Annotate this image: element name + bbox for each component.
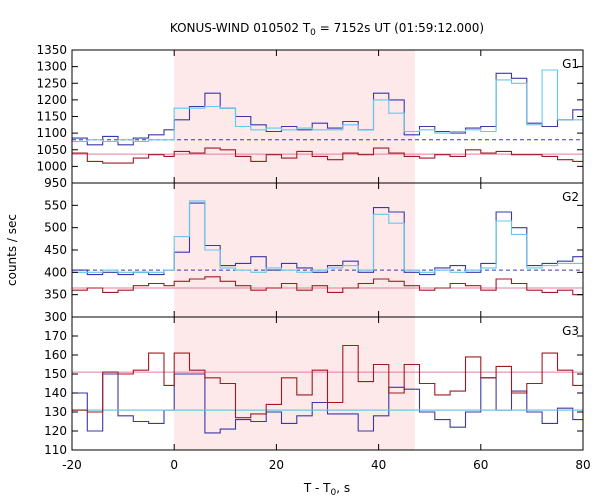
panel-g3: 110 120 130 140 150 160 170 G3 <box>44 316 584 457</box>
y-tick-label: 1000 <box>36 159 67 173</box>
y-tick-label: 500 <box>44 221 67 235</box>
y-tick-label: 1350 <box>36 43 67 57</box>
y-tick-label: 1150 <box>36 110 67 124</box>
x-tick-label: 40 <box>371 458 386 472</box>
y-tick-label: 130 <box>44 405 67 419</box>
highlight-interval <box>174 50 415 183</box>
x-tick-label: 0 <box>170 458 178 472</box>
panel-g2: 300 350 400 450 500 550 G2 <box>44 182 584 324</box>
y-tick-label: 350 <box>44 288 67 302</box>
highlight-interval <box>174 317 415 450</box>
y-tick-label: 300 <box>44 310 67 324</box>
y-tick-label: 1250 <box>36 76 67 90</box>
y-tick-label: 160 <box>44 348 67 362</box>
panel-g1: 950 1000 1050 1100 1150 1200 1250 1300 1350 G1 <box>36 43 584 190</box>
panel-label: G3 <box>562 324 579 338</box>
y-tick-label: 140 <box>44 386 67 400</box>
x-tick-label: 80 <box>575 458 590 472</box>
y-tick-label: 450 <box>44 243 67 257</box>
y-tick-label: 1300 <box>36 60 67 74</box>
y-tick-label: 110 <box>44 443 67 457</box>
x-axis-label: T - T0, s <box>303 481 350 498</box>
y-tick-label: 1050 <box>36 143 67 157</box>
x-tick-label: 20 <box>269 458 284 472</box>
chart-title: KONUS-WIND 010502 T0 = 7152s UT (01:59:1… <box>170 21 484 38</box>
y-tick-label: 400 <box>44 265 67 279</box>
y-tick-label: 1200 <box>36 93 67 107</box>
y-axis-label: counts / sec <box>5 214 19 286</box>
plot-area: 95010001050110011501200125013001350G1300… <box>36 43 590 472</box>
y-tick-label: 550 <box>44 198 67 212</box>
series-step-red <box>72 276 583 296</box>
x-tick-label: -20 <box>62 458 82 472</box>
series-step-red <box>72 147 583 164</box>
series-step-red <box>72 344 583 419</box>
y-tick-label: 170 <box>44 329 67 343</box>
panel-frame <box>71 316 584 451</box>
y-tick-label: 120 <box>44 424 67 438</box>
panel-label: G2 <box>562 190 579 204</box>
y-tick-label: 1100 <box>36 126 67 140</box>
x-tick-label: 60 <box>473 458 488 472</box>
series-step-cyan <box>72 69 583 142</box>
series-step-cyan <box>72 200 583 273</box>
y-tick-label: 950 <box>44 176 67 190</box>
y-tick-label: 150 <box>44 367 67 381</box>
panel-label: G1 <box>562 57 579 71</box>
